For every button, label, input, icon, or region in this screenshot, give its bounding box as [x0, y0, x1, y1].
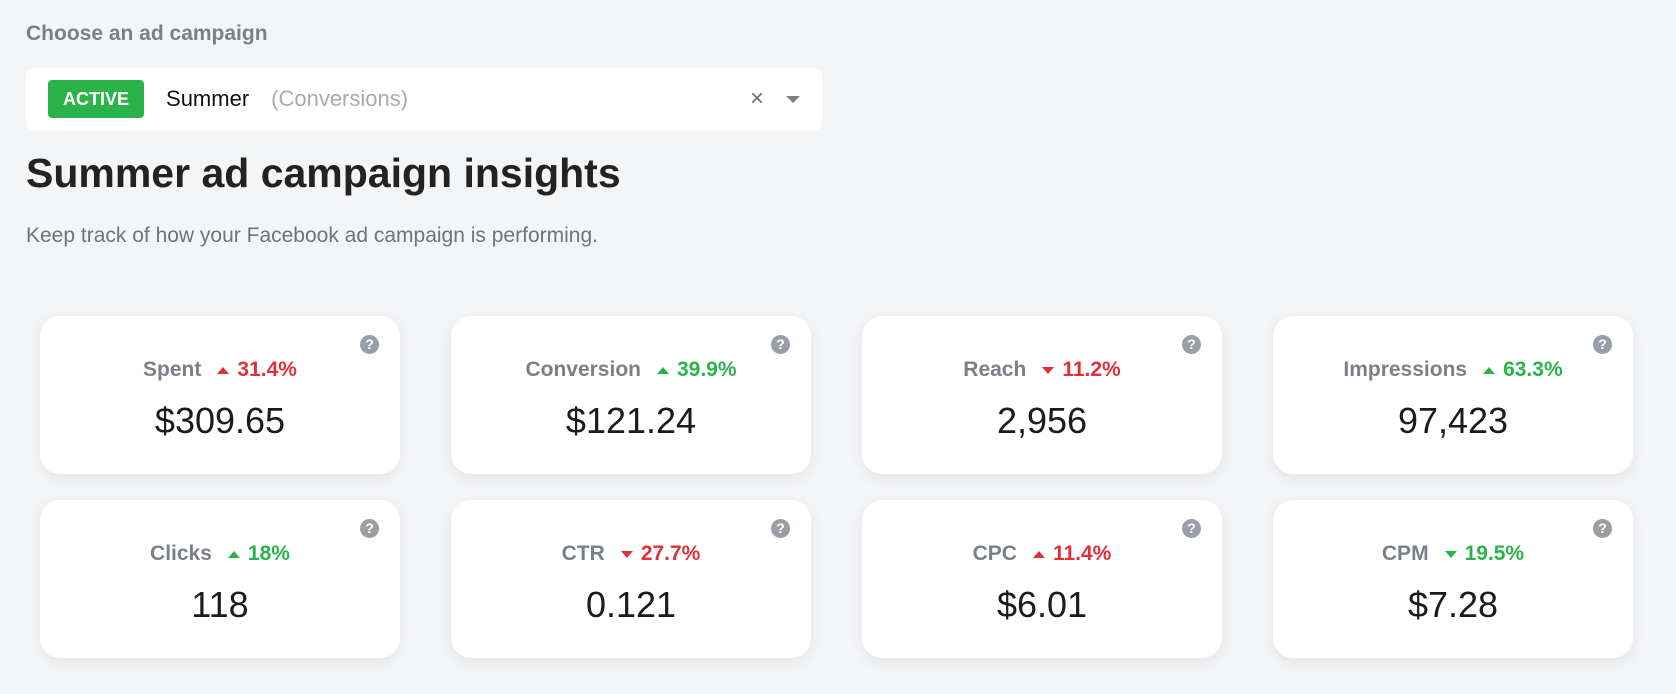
- metric-value: $309.65: [154, 400, 286, 441]
- metric-value: 0.121: [585, 584, 677, 625]
- metric-card-reach: ? Reach 11.2% 2,956: [862, 316, 1222, 474]
- help-icon[interactable]: ?: [360, 335, 379, 354]
- metric-card-cpc: ? CPC 11.4% $6.01: [862, 500, 1222, 658]
- metric-change-value: 39.9%: [676, 358, 737, 381]
- campaign-select[interactable]: ACTIVE Summer (Conversions) ×: [26, 68, 822, 130]
- caret-up-icon: [656, 366, 669, 374]
- select-controls: ×: [746, 85, 800, 112]
- metric-change: 39.9%: [656, 358, 737, 382]
- caret-up-icon: [1032, 550, 1045, 558]
- caret-up-icon: [1483, 366, 1496, 374]
- metric-change-value: 27.7%: [640, 542, 701, 565]
- help-icon[interactable]: ?: [771, 519, 790, 538]
- metric-card-conversion: ? Conversion 39.9% $121.24: [451, 316, 811, 474]
- metric-card-clicks: ? Clicks 18% 118: [40, 500, 400, 658]
- metric-change: 63.3%: [1483, 358, 1563, 382]
- help-icon[interactable]: ?: [1182, 335, 1201, 354]
- metric-change: 31.4%: [217, 358, 297, 382]
- metric-change: 19.5%: [1444, 542, 1525, 566]
- metric-value: $6.01: [996, 584, 1088, 625]
- metric-label: CPM: [1381, 542, 1429, 565]
- chevron-down-icon[interactable]: [786, 95, 800, 103]
- caret-up-icon: [227, 550, 240, 558]
- metric-change: 18%: [227, 542, 290, 566]
- caret-down-icon: [620, 550, 633, 558]
- metric-label: Spent: [143, 358, 202, 381]
- help-icon[interactable]: ?: [1182, 519, 1201, 538]
- metric-value: 118: [191, 584, 249, 625]
- metric-card-impressions: ? Impressions 63.3% 97,423: [1273, 316, 1633, 474]
- help-icon[interactable]: ?: [1593, 335, 1612, 354]
- page-title: Summer ad campaign insights: [26, 150, 621, 196]
- help-icon[interactable]: ?: [771, 335, 790, 354]
- help-icon[interactable]: ?: [1593, 519, 1612, 538]
- metric-card-spent: ? Spent 31.4% $309.65: [40, 316, 400, 474]
- metric-value: $7.28: [1407, 584, 1499, 625]
- metric-change-value: 63.3%: [1503, 358, 1563, 381]
- metric-change-value: 11.4%: [1052, 542, 1112, 565]
- metric-label: Conversion: [525, 358, 641, 381]
- help-icon[interactable]: ?: [360, 519, 379, 538]
- metric-value: $121.24: [565, 400, 697, 441]
- caret-up-icon: [217, 366, 230, 374]
- metric-change-value: 18%: [247, 542, 290, 565]
- metric-card-cpm: ? CPM 19.5% $7.28: [1273, 500, 1633, 658]
- campaign-name: Summer: [166, 86, 250, 111]
- campaign-type: (Conversions): [271, 86, 409, 111]
- page-description: Keep track of how your Facebook ad campa…: [26, 224, 598, 247]
- metric-card-ctr: ? CTR 27.7% 0.121: [451, 500, 811, 658]
- clear-icon[interactable]: ×: [749, 85, 764, 112]
- metric-label: CTR: [561, 542, 605, 565]
- metric-label: Impressions: [1343, 358, 1468, 381]
- metric-label: CPC: [972, 542, 1017, 565]
- metric-change: 11.4%: [1032, 542, 1112, 566]
- metric-change: 27.7%: [620, 542, 701, 566]
- caret-down-icon: [1042, 366, 1055, 374]
- metric-value: 2,956: [996, 400, 1088, 441]
- metrics-grid: ? Spent 31.4% $309.65 ? Conversion 39.9%…: [40, 316, 1634, 658]
- metric-value: 97,423: [1397, 400, 1509, 441]
- metric-change-value: 19.5%: [1464, 542, 1525, 565]
- status-badge: ACTIVE: [48, 80, 145, 118]
- metric-change-value: 11.2%: [1062, 358, 1121, 381]
- metric-change: 11.2%: [1042, 358, 1121, 382]
- metric-change-value: 31.4%: [237, 358, 297, 381]
- campaign-select-label: Choose an ad campaign: [26, 22, 268, 45]
- metric-label: Clicks: [150, 542, 212, 565]
- caret-down-icon: [1444, 550, 1457, 558]
- metric-label: Reach: [963, 358, 1027, 381]
